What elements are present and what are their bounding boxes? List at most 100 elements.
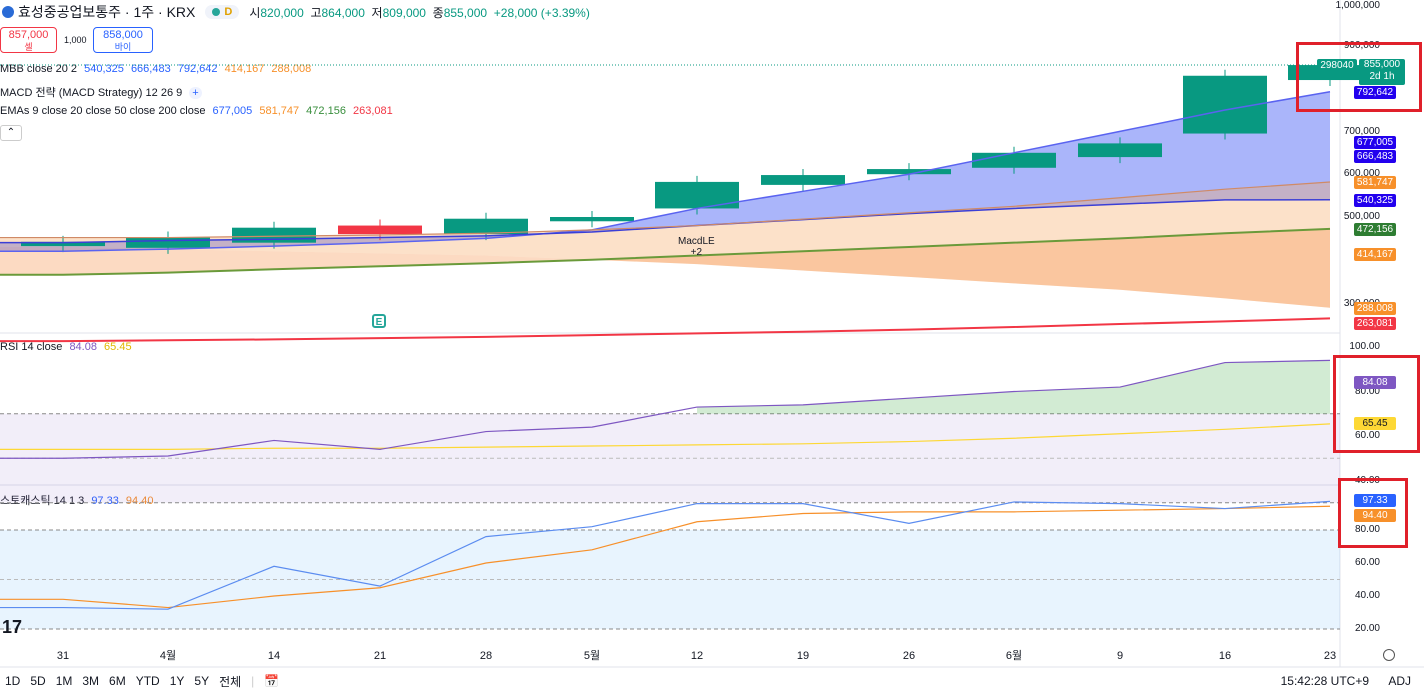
settings-gear-icon[interactable] bbox=[1383, 649, 1395, 661]
clock-readout[interactable]: 15:42:28 UTC+9 bbox=[1280, 674, 1369, 688]
rsi-line bbox=[0, 359, 1331, 459]
candle-body bbox=[867, 169, 951, 175]
ohlc-readout: 시820,000 고864,000 저809,000 종855,000 +28,… bbox=[249, 4, 590, 21]
candle-body bbox=[761, 175, 845, 185]
bb-upper-tag: 792,642 bbox=[1354, 86, 1396, 99]
x-axis-label: 5월 bbox=[584, 649, 600, 662]
ema50-line bbox=[0, 227, 1331, 276]
rsi-axis-label: 100.00 bbox=[1349, 341, 1380, 352]
range-5y[interactable]: 5Y bbox=[194, 674, 210, 688]
sell-button[interactable]: 857,000 셀 bbox=[0, 27, 57, 53]
bb-basis-tag: 540,325 bbox=[1354, 194, 1396, 207]
candle-body bbox=[126, 237, 210, 248]
bb-mid-band-fill bbox=[0, 199, 1330, 243]
bb-lower2-band-fill bbox=[0, 228, 1330, 308]
mbb-value-3: 792,642 bbox=[177, 63, 218, 75]
legend-mbb[interactable]: MBB close 20 2 540,325 666,483 792,642 4… bbox=[0, 63, 315, 75]
rsi-axis-label: 80.00 bbox=[1354, 386, 1380, 397]
x-axis-label: 21 bbox=[374, 650, 386, 662]
stoch-k-value: 97.33 bbox=[91, 495, 119, 507]
price-axis-label: 900,000 bbox=[1343, 40, 1380, 51]
candle-body bbox=[655, 181, 739, 209]
candle-body bbox=[550, 217, 634, 222]
rsi-value: 84.08 bbox=[69, 341, 97, 353]
range-6m[interactable]: 6M bbox=[109, 674, 126, 688]
buy-label: 바이 bbox=[114, 42, 132, 52]
price-axis-label: 1,000,000 bbox=[1335, 0, 1381, 11]
ema-value-1: 677,005 bbox=[212, 105, 253, 117]
stoch-d-line bbox=[0, 505, 1331, 609]
legend-rsi[interactable]: RSI 14 close 84.08 65.45 bbox=[0, 341, 136, 353]
emas-name: EMAs 9 close 20 close 50 close 200 close bbox=[0, 105, 206, 117]
x-axis-label: 28 bbox=[480, 650, 492, 662]
range-3m[interactable]: 3M bbox=[82, 674, 100, 688]
interval-badge: D bbox=[224, 6, 233, 18]
stoch-axis-label: 60.00 bbox=[1354, 557, 1380, 568]
stoch-d-value: 94.40 bbox=[125, 495, 154, 507]
strategy-icon[interactable]: + bbox=[189, 87, 202, 99]
x-axis-label: 4월 bbox=[160, 649, 176, 662]
buy-button[interactable]: 858,000 바이 bbox=[93, 27, 153, 53]
market-status-badge[interactable]: D bbox=[205, 5, 240, 19]
stoch-axis-label: 40.00 bbox=[1354, 590, 1380, 601]
range-ytd[interactable]: YTD bbox=[135, 674, 160, 688]
range-all[interactable]: 전체 bbox=[219, 674, 242, 689]
x-axis-label: 9 bbox=[1117, 650, 1123, 662]
symbol-header: 효성중공업보통주 · 1주 · KRX D 시820,000 고864,000 … bbox=[0, 0, 590, 24]
x-axis-label: 6월 bbox=[1006, 649, 1022, 662]
price-axis-label: 500,000 bbox=[1343, 211, 1380, 222]
highlight-box-price bbox=[1296, 42, 1422, 112]
change-value: +28,000 (+3.39%) bbox=[493, 5, 590, 20]
candle-body bbox=[232, 227, 316, 243]
x-axis-label: 19 bbox=[797, 650, 809, 662]
mbb-value-2: 666,483 bbox=[130, 63, 171, 75]
legend-emas[interactable]: EMAs 9 close 20 close 50 close 200 close… bbox=[0, 105, 397, 117]
bottom-toolbar: 1D 5D 1M 3M 6M YTD 1Y 5Y 전체 | 📅 15:42:28… bbox=[0, 667, 1424, 695]
mbb-value-5: 288,008 bbox=[271, 63, 312, 75]
symbol-title[interactable]: 효성중공업보통주 · 1주 · KRX bbox=[18, 4, 196, 20]
macd-signal-label[interactable]: MacdLE +2 bbox=[678, 236, 715, 258]
bb-lower2-tag: 288,008 bbox=[1354, 302, 1396, 315]
legend-stoch[interactable]: 스토캐스틱 14 1 3 97.33 94.40 bbox=[0, 492, 157, 508]
rsi-ma-tag: 65.45 bbox=[1354, 417, 1396, 430]
order-quantity[interactable]: 1,000 bbox=[64, 35, 87, 45]
x-axis-label: 16 bbox=[1219, 650, 1231, 662]
candle-body bbox=[338, 225, 422, 235]
highlight-box-rsi bbox=[1333, 355, 1420, 453]
stoch-d-tag: 94.40 bbox=[1354, 509, 1396, 522]
earnings-marker[interactable]: E bbox=[372, 314, 386, 328]
highlight-box-stoch bbox=[1338, 478, 1408, 548]
range-1m[interactable]: 1M bbox=[55, 674, 73, 688]
adj-toggle[interactable]: ADJ bbox=[1388, 674, 1411, 688]
tradingview-logo-icon[interactable]: 17 bbox=[2, 617, 23, 637]
candle-body bbox=[444, 218, 528, 235]
collapse-legend-icon[interactable]: ⌃ bbox=[0, 125, 22, 141]
stoch-band-fill bbox=[0, 530, 1340, 629]
market-open-icon bbox=[212, 8, 221, 16]
high-value: 864,000 bbox=[321, 5, 365, 20]
range-5d[interactable]: 5D bbox=[30, 674, 46, 688]
toolbar-divider: | bbox=[251, 674, 255, 688]
rsi-name: RSI 14 close bbox=[0, 341, 63, 353]
mbb-value-1: 540,325 bbox=[84, 63, 124, 75]
signal-name: MacdLE bbox=[678, 236, 715, 247]
open-value: 820,000 bbox=[260, 5, 304, 20]
ema-value-3: 472,156 bbox=[306, 105, 346, 117]
stoch-k-tag: 97.33 bbox=[1354, 494, 1396, 507]
candle-body bbox=[21, 241, 105, 247]
rsi-axis-label: 60.00 bbox=[1354, 430, 1380, 441]
low-value: 809,000 bbox=[382, 5, 426, 20]
ema200-line bbox=[0, 317, 1331, 343]
last-price: 855,000 bbox=[1363, 59, 1401, 70]
legend-macd[interactable]: MACD 전략 (MACD Strategy) 12 26 9 + bbox=[0, 84, 206, 100]
range-1d[interactable]: 1D bbox=[5, 674, 21, 688]
low-label: 저 bbox=[371, 5, 383, 20]
goto-date-icon[interactable]: 📅 bbox=[264, 674, 280, 688]
ema20-line bbox=[0, 181, 1331, 239]
bb-basis-line bbox=[0, 198, 1331, 244]
ema200-tag: 263,081 bbox=[1354, 317, 1396, 330]
x-axis-label: 12 bbox=[691, 650, 703, 662]
range-1y[interactable]: 1Y bbox=[169, 674, 185, 688]
rsi-band-fill bbox=[0, 413, 1340, 503]
